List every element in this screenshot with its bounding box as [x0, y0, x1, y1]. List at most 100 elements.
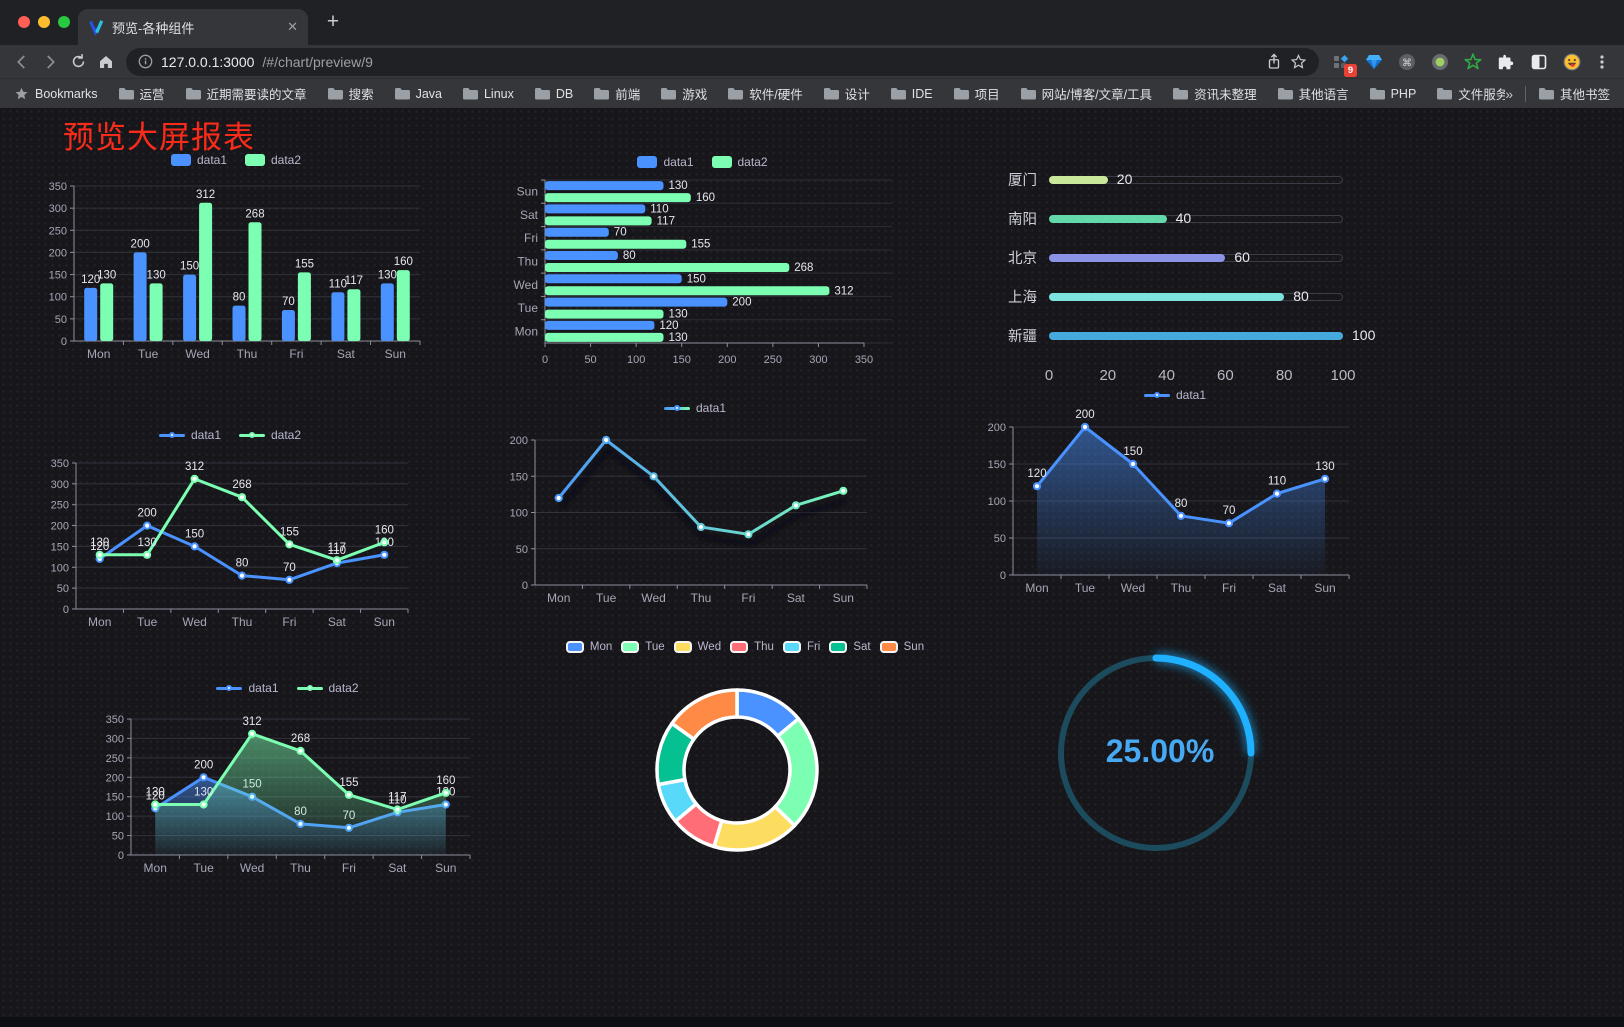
- bookmarks-menu[interactable]: Bookmarks: [14, 86, 98, 101]
- progress-fill: [1049, 292, 1285, 301]
- bookmark-star-icon[interactable]: [1290, 53, 1307, 70]
- svg-text:Mon: Mon: [1025, 581, 1048, 595]
- bookmark-folder[interactable]: 文件服务器: [1436, 84, 1505, 103]
- svg-text:80: 80: [236, 558, 249, 570]
- svg-text:130: 130: [194, 786, 213, 798]
- svg-text:Thu: Thu: [691, 591, 712, 605]
- bookmark-folder[interactable]: PHP: [1369, 87, 1416, 101]
- svg-text:250: 250: [106, 753, 124, 765]
- other-bookmarks-folder[interactable]: 其他书签: [1538, 84, 1610, 103]
- forward-button[interactable]: [36, 48, 64, 76]
- svg-text:70: 70: [282, 296, 295, 308]
- legend-item[interactable]: Sun: [879, 641, 924, 653]
- svg-text:268: 268: [245, 208, 264, 220]
- side-panel-icon[interactable]: [1529, 52, 1549, 72]
- reload-button[interactable]: [64, 48, 92, 76]
- svg-text:350: 350: [51, 458, 69, 470]
- record-extension-icon[interactable]: [1430, 52, 1450, 72]
- legend-item[interactable]: data2: [711, 155, 768, 169]
- bookmark-folder[interactable]: 其他语言: [1277, 84, 1349, 103]
- devtools-extension-icon[interactable]: 9: [1331, 52, 1357, 77]
- legend-item[interactable]: data2: [239, 428, 301, 442]
- axis-tick-label: 80: [1275, 367, 1293, 384]
- svg-text:0: 0: [1000, 570, 1006, 582]
- fullscreen-window-button[interactable]: [58, 16, 70, 28]
- svg-text:160: 160: [375, 524, 394, 536]
- pie-segment: [773, 717, 819, 828]
- bookmark-folder[interactable]: 资讯未整理: [1172, 84, 1257, 103]
- legend-item[interactable]: data1: [170, 153, 227, 167]
- bookmark-folder[interactable]: 网站/博客/文章/工具: [1020, 84, 1152, 103]
- legend-item[interactable]: Mon: [565, 641, 613, 653]
- gauge-value: 25.00%: [1105, 733, 1215, 769]
- bookmark-folder[interactable]: 搜索: [327, 84, 374, 103]
- svg-text:Sun: Sun: [517, 185, 538, 199]
- legend-label: Mon: [589, 641, 613, 653]
- svg-text:Thu: Thu: [290, 861, 311, 875]
- bookmark-folder[interactable]: 近期需要读的文章: [185, 84, 307, 103]
- browser-menu-icon[interactable]: [1588, 48, 1616, 76]
- bookmark-folder[interactable]: IDE: [890, 87, 933, 101]
- close-window-button[interactable]: [18, 16, 30, 28]
- minimize-window-button[interactable]: [38, 16, 50, 28]
- legend-label: Tue: [645, 641, 665, 653]
- svg-text:0: 0: [118, 850, 124, 862]
- chart-gradient-line: data1 0 50 100 150 200 Mon Tue Wed Thu Fri Sat Sun: [495, 398, 895, 613]
- share-icon[interactable]: [1266, 53, 1282, 71]
- svg-text:100: 100: [49, 292, 67, 304]
- bookmark-folder[interactable]: 项目: [953, 84, 1000, 103]
- gem-extension-icon[interactable]: [1364, 52, 1384, 72]
- tab-close-icon[interactable]: ✕: [287, 19, 298, 34]
- legend-item[interactable]: data1: [158, 428, 221, 442]
- command-extension-icon[interactable]: ⌘: [1397, 52, 1417, 72]
- legend-item[interactable]: Thu: [730, 641, 774, 653]
- legend-item[interactable]: data2: [296, 681, 359, 695]
- bookmark-folder[interactable]: DB: [534, 87, 573, 101]
- bookmark-folder-label: 运营: [139, 88, 165, 102]
- svg-text:Fri: Fri: [282, 615, 296, 629]
- bookmark-folder[interactable]: 前端: [593, 84, 640, 103]
- progress-fill: [1049, 331, 1343, 340]
- svg-text:155: 155: [295, 258, 314, 270]
- svg-text:⌘: ⌘: [1402, 58, 1412, 69]
- green-star-extension-icon[interactable]: [1463, 52, 1483, 72]
- svg-text:200: 200: [49, 247, 67, 259]
- chart-legend: data1: [495, 398, 895, 418]
- legend-item[interactable]: Fri: [782, 641, 820, 653]
- site-info-icon[interactable]: [138, 54, 153, 69]
- bookmark-folder[interactable]: 运营: [118, 84, 165, 103]
- back-button[interactable]: [8, 48, 36, 76]
- bookmark-folder[interactable]: 游戏: [660, 84, 707, 103]
- emoji-extension-icon[interactable]: [1562, 52, 1582, 72]
- home-button[interactable]: [92, 48, 120, 76]
- svg-text:Wed: Wed: [1121, 581, 1145, 595]
- legend-item[interactable]: Sat: [829, 641, 871, 653]
- chart-legend: data1 data2: [40, 150, 432, 170]
- progress-row: 上海 80: [993, 277, 1385, 316]
- svg-text:150: 150: [106, 792, 124, 804]
- progress-value: 80: [1293, 287, 1309, 304]
- svg-text:312: 312: [185, 461, 204, 473]
- svg-text:Tue: Tue: [596, 591, 617, 605]
- bookmark-folder[interactable]: 软件/硬件: [727, 84, 803, 103]
- svg-text:100: 100: [106, 811, 124, 823]
- address-bar[interactable]: 127.0.0.1:3000 /#/chart/preview/9: [126, 47, 1319, 76]
- legend-item[interactable]: Wed: [673, 641, 721, 653]
- svg-text:Sun: Sun: [385, 347, 406, 361]
- extensions-puzzle-icon[interactable]: [1496, 52, 1516, 72]
- svg-text:Tue: Tue: [194, 861, 215, 875]
- legend-item[interactable]: Tue: [621, 641, 665, 653]
- bookmark-folder[interactable]: 设计: [823, 84, 870, 103]
- legend-item[interactable]: data1: [216, 681, 279, 695]
- legend-item[interactable]: data1: [663, 401, 726, 415]
- pie-segment: [670, 688, 739, 741]
- browser-tab[interactable]: 预览-各种组件 ✕: [78, 9, 308, 45]
- bookmark-folder[interactable]: Linux: [462, 87, 514, 101]
- bookmark-folder-label: 前端: [615, 88, 641, 102]
- new-tab-button[interactable]: +: [326, 10, 340, 33]
- legend-item[interactable]: data1: [1143, 388, 1206, 402]
- legend-item[interactable]: data1: [637, 155, 694, 169]
- bookmark-folder[interactable]: Java: [394, 87, 442, 101]
- bookmarks-overflow-chevron[interactable]: »: [1505, 85, 1513, 102]
- legend-item[interactable]: data2: [245, 153, 301, 167]
